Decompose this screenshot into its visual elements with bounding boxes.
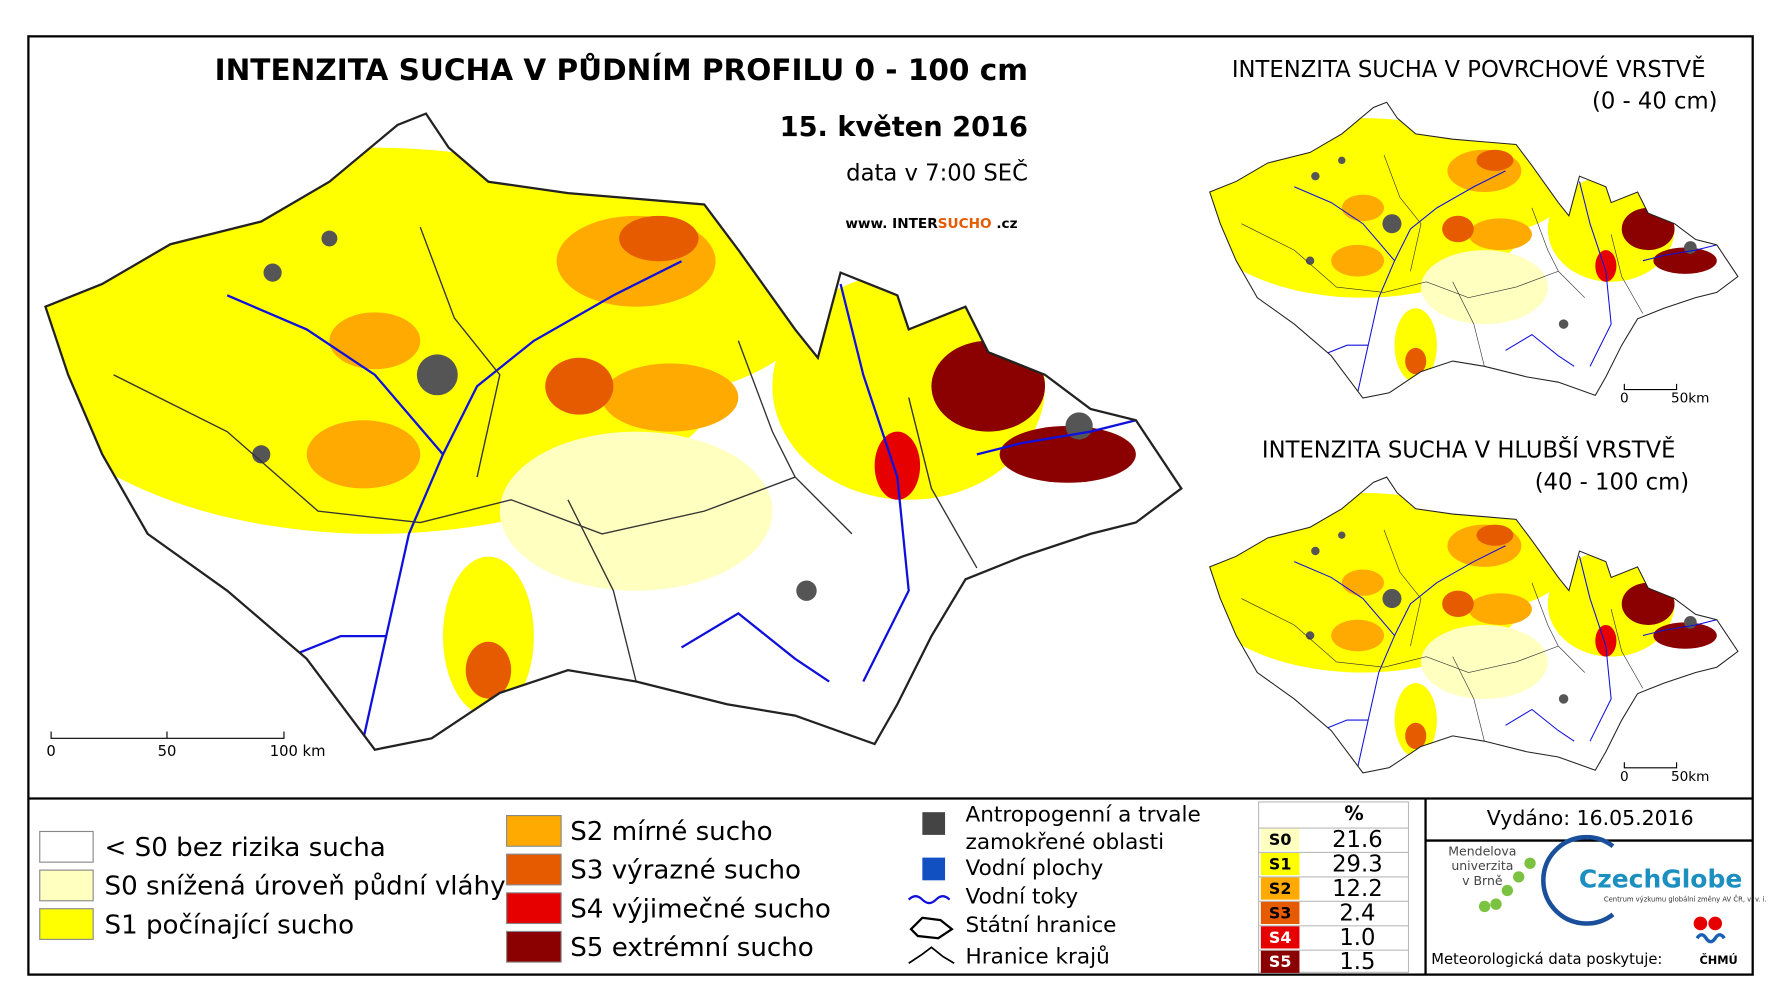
logo-dot [1501, 884, 1514, 897]
scale-label: 50 [158, 743, 177, 760]
legend-label: Hranice krajů [966, 945, 1110, 970]
table-label: S5 [1269, 952, 1292, 971]
logo-text: v Brně [1462, 873, 1503, 888]
issued: Vydáno: 16.05.2016 [1487, 806, 1694, 830]
website-part: .cz [992, 216, 1018, 232]
stats: % S0 21.6 S1 29.3 S2 12.2 S3 2.4 S4 1.0 S5 1.5 [1258, 801, 1410, 975]
website: www. INTERSUCHO .cz [845, 216, 1017, 232]
legend-swatch [39, 830, 94, 863]
inset-scale-label: 0 [1620, 769, 1629, 785]
inset-depth: (0 - 40 cm) [1592, 89, 1718, 115]
logo-text: univerzita [1451, 858, 1513, 873]
table-frame [1258, 801, 1410, 973]
logo-mendel: Mendelova univerzita v Brně [1448, 843, 1536, 913]
table-value: 1.5 [1339, 949, 1375, 975]
legend-label: S3 výrazné sucho [570, 856, 801, 886]
legend-label: Antropogenní a trvale [966, 803, 1201, 828]
icon-region [908, 946, 955, 964]
inset-title: INTENZITA SUCHA V POVRCHOVÉ VRSTVĚ [1232, 55, 1706, 83]
legend-label: < S0 bez rizika sucha [105, 833, 386, 863]
table-label-cell [1260, 925, 1300, 949]
inset-scale-label: 50km [1671, 769, 1710, 785]
legend-label: Státní hranice [966, 913, 1117, 938]
logo-chmu-dot [1693, 916, 1708, 931]
inset-depth: (40 - 100 cm) [1535, 469, 1689, 495]
inset-scale-line [1623, 762, 1678, 769]
legend-swatch [506, 853, 562, 886]
legend-label: S4 výjimečné sucho [570, 894, 831, 924]
website-part: SUCHO [938, 216, 992, 232]
provider: Meteorologická data poskytuje: [1431, 951, 1662, 968]
table-label-cell [1260, 828, 1300, 851]
logo-dot [1513, 871, 1525, 883]
legend-swatch [506, 815, 562, 847]
time: data v 7:00 SEČ [846, 158, 1028, 186]
website-part: www. INTER [845, 216, 938, 232]
table-label-cell [1260, 950, 1300, 973]
inset-scale-line [1623, 383, 1678, 391]
table-label-cell [1260, 852, 1300, 876]
table-value: 29.3 [1332, 851, 1383, 877]
legend-label: S0 snížená úroveň půdní vláhy [105, 872, 506, 902]
scale-bar: 0 50 100 km [46, 731, 326, 760]
table-label-cell [1260, 901, 1300, 925]
inset-scale-label: 0 [1620, 391, 1629, 407]
legend-label: Vodní plochy [966, 856, 1104, 881]
table-value: 12.2 [1332, 876, 1383, 902]
table-label-cell [1260, 876, 1300, 900]
inset-scale-label: 50km [1671, 391, 1710, 407]
table-value: 21.6 [1332, 827, 1383, 853]
table-label: S4 [1269, 928, 1292, 947]
legend-label: S5 extrémní sucho [570, 933, 814, 963]
logo-chmu-wave [1695, 933, 1726, 944]
table-label: S3 [1269, 903, 1292, 922]
legend-swatch [39, 869, 94, 902]
table-value: 1.0 [1339, 925, 1375, 951]
logo-chmu: ČHMÚ [1699, 953, 1737, 967]
logo-dot [1490, 898, 1502, 910]
logo-dot [1478, 900, 1491, 913]
logo-chmu-dot [1708, 916, 1723, 931]
table-label: S0 [1269, 830, 1292, 849]
legend-swatch [506, 892, 562, 925]
logo-text: Mendelova [1448, 843, 1516, 858]
legend [907, 812, 955, 964]
icon-water [922, 857, 946, 881]
inset-title: INTENZITA SUCHA V HLUBŠÍ VRSTVĚ [1262, 435, 1676, 463]
date: 15. květen 2016 [780, 112, 1028, 143]
logo-text: Centrum výzkumu globální změny AV ČR, v.… [1604, 895, 1767, 904]
table-label: S1 [1269, 854, 1292, 873]
logo-text: CzechGlobe [1579, 864, 1742, 893]
table-label: S2 [1269, 879, 1292, 898]
logo-czechglobe: CzechGlobe Centrum výzkumu globální změn… [1541, 834, 1767, 926]
icon-urban [922, 812, 946, 835]
logo-dot [1524, 857, 1536, 869]
legend-label: zamokřené oblasti [966, 830, 1165, 855]
icon-river [907, 895, 951, 905]
scale-label: 0 [46, 743, 55, 760]
title: INTENZITA SUCHA V PŮDNÍM PROFILU 0 - 100… [215, 51, 1028, 87]
scale-line [50, 731, 285, 739]
table-value: 2.4 [1339, 900, 1375, 926]
legend-swatch [506, 930, 562, 963]
logo-arc [1541, 834, 1615, 926]
legend-label: S1 počínající sucho [105, 910, 355, 940]
scale-label: 100 km [270, 743, 326, 760]
table-header: % [1344, 802, 1363, 825]
icon-border [909, 916, 954, 940]
legend-swatch [39, 908, 94, 940]
legend-label: S2 mírné sucho [570, 817, 772, 847]
legend-label: Vodní toky [966, 884, 1079, 909]
